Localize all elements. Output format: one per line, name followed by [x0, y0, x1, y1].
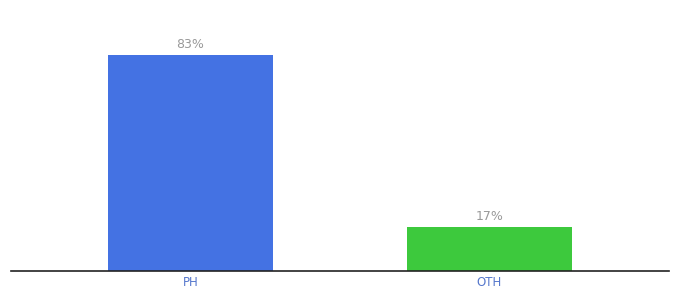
Bar	[108, 55, 273, 271]
Text: 83%: 83%	[177, 38, 205, 51]
Bar	[407, 227, 572, 271]
Text: 17%: 17%	[475, 210, 503, 223]
